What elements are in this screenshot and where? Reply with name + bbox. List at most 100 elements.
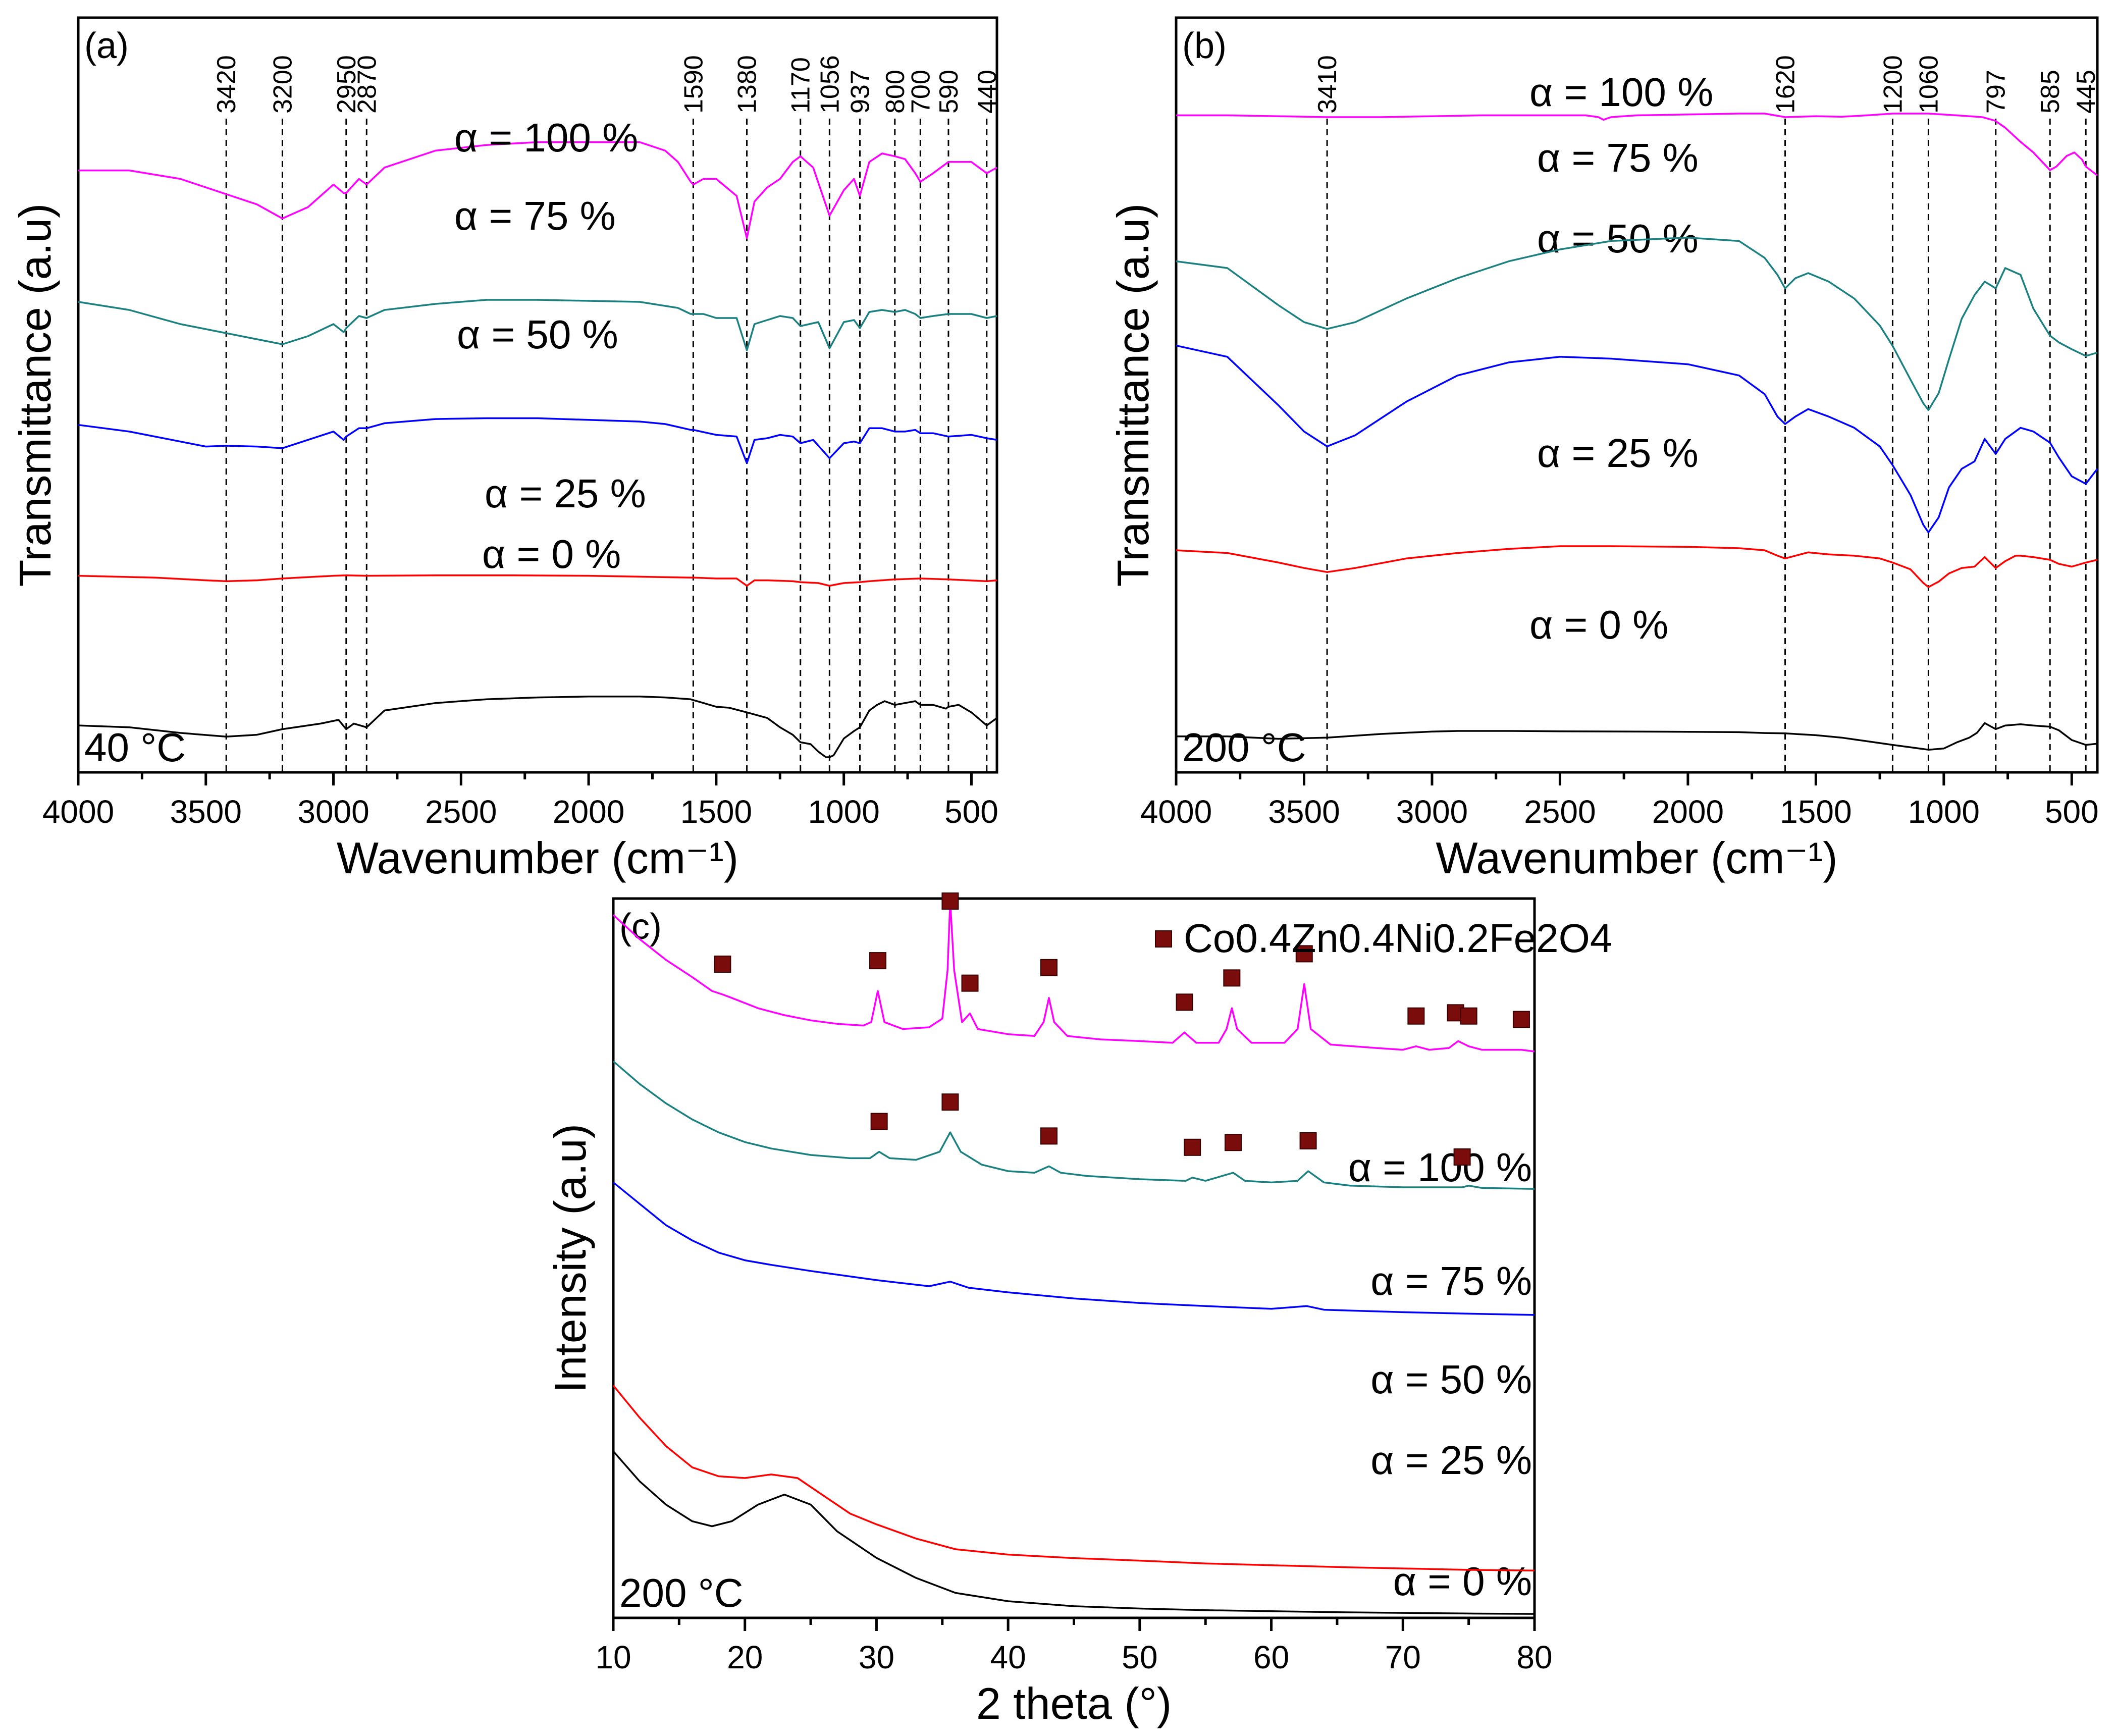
series-label: α = 50 %: [1370, 1357, 1532, 1402]
series-line: [612, 1061, 1535, 1190]
series-label: α = 75 %: [1537, 135, 1699, 180]
x-tick-label: 40: [990, 1639, 1026, 1675]
series-label: α = 25 %: [1537, 431, 1699, 476]
series-label: α = 0 %: [1393, 1559, 1532, 1604]
peak-guide-label: 937: [846, 70, 875, 114]
peak-marker: [1512, 1011, 1530, 1028]
x-tick-label: 3500: [1268, 794, 1340, 830]
series-label: α = 0 %: [482, 532, 621, 576]
series-line: [612, 1181, 1535, 1316]
series-line: [612, 1450, 1535, 1615]
x-tick-label: 3000: [297, 794, 369, 830]
peak-guide-label: 797: [1982, 70, 2011, 114]
peak-guide-label: 3420: [212, 55, 241, 114]
x-tick-label: 4000: [1140, 794, 1212, 830]
x-tick-label: 2000: [553, 794, 624, 830]
peak-marker: [1223, 969, 1241, 987]
panel-a: 4000 3500 3000 2500 2000 1500 1000 500 Wavenumbe…: [10, 16, 1002, 883]
plot-frame: [1175, 16, 2099, 774]
x-tick-label: 3000: [1396, 794, 1468, 830]
series-line: [78, 417, 997, 464]
peak-guide-label: 445: [2072, 70, 2101, 114]
x-tick-label: 1500: [1780, 794, 1852, 830]
series-label: α = 75 %: [454, 193, 616, 238]
peak-guide-label: 3200: [268, 55, 297, 114]
peak-guide-label: 2870: [352, 55, 382, 114]
y-axis-label: Transmittance (a.u): [10, 203, 60, 587]
series-line: [612, 1385, 1535, 1572]
series-label: α = 75 %: [1370, 1258, 1532, 1303]
peak-guide-label: 1590: [679, 55, 708, 114]
x-tick-label: 500: [2045, 794, 2099, 830]
x-tick-label: 500: [944, 794, 998, 830]
peak-marker: [1295, 945, 1313, 963]
x-tick-label: 2500: [1524, 794, 1596, 830]
series-label: α = 100 %: [1348, 1145, 1532, 1190]
x-axis-label: Wavenumber (cm⁻¹): [337, 833, 738, 883]
y-axis-label: Transmittance (a.u): [1108, 203, 1158, 587]
x-axis-label: 2 theta (°): [976, 1678, 1172, 1728]
peak-marker: [1460, 1007, 1477, 1025]
peak-marker: [714, 955, 731, 973]
series-line: [78, 141, 997, 239]
series-label: α = 0 %: [1529, 602, 1668, 647]
peak-marker: [1453, 1148, 1471, 1166]
series-line: [1176, 344, 2098, 534]
x-tick-label: 60: [1253, 1639, 1289, 1675]
x-tick-label: 1000: [1908, 794, 1980, 830]
temperature-label: 200 °C: [619, 1570, 743, 1615]
series-label: α = 100 %: [1529, 70, 1713, 115]
peak-marker: [869, 952, 887, 970]
peak-marker: [1040, 959, 1058, 976]
peak-marker: [941, 1093, 959, 1111]
peak-marker: [1184, 1138, 1201, 1156]
x-tick-label: 2500: [425, 794, 497, 830]
x-tick-label: 50: [1122, 1639, 1157, 1675]
x-tick-label: 70: [1385, 1639, 1421, 1675]
series-line: [78, 696, 998, 758]
panel-label: (a): [84, 26, 129, 66]
peak-guide-label: 590: [934, 70, 964, 114]
x-tick-label: 20: [727, 1639, 763, 1675]
x-tick-label: 80: [1516, 1639, 1552, 1675]
peak-guide-label: 3410: [1313, 55, 1342, 114]
peak-marker: [1407, 1007, 1425, 1025]
series-line: [1176, 236, 2098, 411]
x-tick-label: 10: [595, 1639, 631, 1675]
peak-marker: [870, 1113, 888, 1130]
series-label: α = 50 %: [457, 312, 618, 357]
peak-marker: [941, 892, 959, 910]
series-label: α = 25 %: [1370, 1438, 1532, 1483]
panel-c: 10 20 30 40 50 60 70 80 2 theta (°) Intensity (a.…: [545, 892, 1612, 1728]
peak-marker: [1299, 1132, 1317, 1149]
peak-guide-label: 1200: [1878, 55, 1908, 114]
x-tick-label: 1500: [680, 794, 752, 830]
panel-label: (b): [1182, 26, 1227, 66]
x-tick-label: 1000: [808, 794, 879, 830]
x-tick-label: 2000: [1652, 794, 1724, 830]
series-line: [78, 299, 997, 351]
peak-guide-label: 2950: [332, 55, 361, 114]
x-axis-label: Wavenumber (cm⁻¹): [1436, 833, 1837, 883]
temperature-label: 200 °C: [1182, 725, 1306, 770]
peak-guide-label: 800: [881, 70, 910, 114]
peak-marker: [961, 974, 979, 992]
peak-guide-label: 585: [2036, 70, 2065, 114]
legend-label: Co0.4Zn0.4Ni0.2Fe2O4: [1184, 916, 1612, 961]
series-label: α = 100 %: [454, 115, 638, 160]
peak-marker: [1224, 1134, 1242, 1151]
peak-guide-label: 1620: [1771, 55, 1801, 114]
plot-frame: [77, 16, 998, 774]
x-tick-label: 30: [859, 1639, 894, 1675]
series-line: [78, 574, 997, 587]
peak-guide-label: 1380: [733, 55, 762, 114]
peak-guide-label: 1060: [1914, 55, 1943, 114]
peak-marker: [1176, 993, 1193, 1011]
peak-marker: [1040, 1127, 1058, 1145]
panel-b: 4000 3500 3000 2500 2000 1500 1000 500 Wavenumbe…: [1108, 16, 2101, 883]
series-line: [612, 900, 1535, 1053]
series-line: [1176, 113, 2098, 176]
peak-guide-label: 1170: [786, 57, 816, 114]
x-tick-label: 3500: [170, 794, 242, 830]
